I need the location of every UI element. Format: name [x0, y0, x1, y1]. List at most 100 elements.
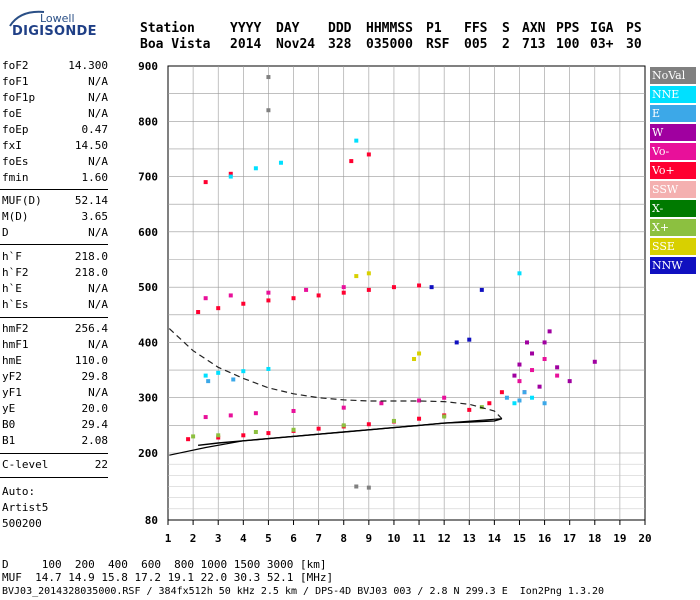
param-label: hmF2: [2, 322, 29, 335]
data-point-vo-: [228, 171, 233, 176]
param-value: 256.4: [74, 322, 108, 335]
data-point-vo-: [379, 401, 384, 406]
legend-item-nne: NNE: [650, 86, 696, 103]
ionogram-plot: 1 2 3 4 5 6 7 8 9 10 11 12 13 14 15 16 17 18 19 20802003004…: [138, 60, 652, 545]
header-station-value: Boa Vista: [140, 37, 211, 52]
header-ddd-value: 328: [328, 37, 352, 52]
param-label: foF2: [2, 59, 29, 72]
x-tick-label: 13: [463, 532, 476, 545]
header-iga-value: 03+: [590, 37, 614, 52]
param-label: foEs: [2, 155, 29, 168]
param-row: B0 29.4: [2, 417, 108, 433]
header-yyyy-value: 2014: [230, 37, 262, 52]
legend-item-vo-: Vo+: [650, 162, 696, 179]
y-tick-label: 900: [138, 60, 158, 73]
data-point-noval: [354, 484, 359, 489]
data-point-w: [555, 365, 560, 370]
header-pps-label: PPS: [556, 21, 580, 36]
param-row: yE 20.0: [2, 401, 108, 417]
data-point-x-: [341, 423, 346, 428]
param-row: foF1 N/A: [2, 74, 108, 90]
data-point-nne: [241, 369, 246, 374]
legend-item-noval: NoVal: [650, 67, 696, 84]
x-tick-label: 19: [613, 532, 626, 545]
param-row: MUF(D) 52.14: [2, 193, 108, 209]
data-point-vo-: [196, 310, 201, 315]
data-point-vo-: [203, 180, 208, 185]
data-point-vo-: [391, 285, 396, 290]
header-ps-value: 30: [626, 37, 642, 52]
data-point-x-: [391, 418, 396, 423]
auto-label: Auto:: [2, 485, 36, 498]
header-axn-value: 713: [522, 37, 546, 52]
header-day-value: Nov24: [276, 37, 316, 52]
data-point-vo-: [341, 285, 346, 290]
param-value: 22: [94, 458, 108, 471]
param-label: h`E: [2, 282, 22, 295]
header-yyyy-label: YYYY: [230, 21, 262, 36]
param-value: N/A: [88, 338, 108, 351]
param-label: C-level: [2, 458, 49, 471]
data-point-x-: [216, 433, 221, 438]
data-point-nnw: [429, 285, 434, 290]
param-value: 14.50: [74, 139, 108, 152]
data-point-nne: [354, 138, 359, 143]
data-point-vo-: [266, 290, 271, 295]
param-label: h`F: [2, 250, 22, 263]
data-point-nnw: [479, 287, 484, 292]
param-value: N/A: [88, 282, 108, 295]
param-value: 1.60: [81, 171, 109, 184]
data-point-nnw: [467, 337, 472, 342]
data-point-vo-: [228, 293, 233, 298]
param-value: 52.14: [74, 194, 108, 207]
data-point-vo-: [366, 152, 371, 157]
y-tick-label: 600: [138, 226, 158, 239]
data-point-vo-: [304, 287, 309, 292]
y-tick-label: 200: [138, 447, 158, 460]
data-point-nne: [228, 174, 233, 179]
x-tick-label: 9: [366, 532, 373, 545]
param-label: B0: [2, 418, 16, 431]
data-point-vo-: [366, 287, 371, 292]
data-point-nne: [253, 166, 258, 171]
legend-item-x-: X-: [650, 200, 696, 217]
logo-digisonde-text: DIGISONDE: [12, 24, 97, 39]
data-point-vo-: [341, 405, 346, 410]
x-tick-label: 8: [340, 532, 347, 545]
x-tick-label: 2: [190, 532, 197, 545]
x-tick-label: 5: [265, 532, 272, 545]
param-value: 218.0: [74, 250, 108, 263]
header-s-label: S: [502, 21, 510, 36]
legend-item-nnw: NNW: [650, 257, 696, 274]
data-point-w: [547, 329, 552, 334]
x-tick-label: 1: [165, 532, 172, 545]
param-row: hmF2 256.4: [2, 321, 108, 337]
x-tick-label: 15: [513, 532, 526, 545]
param-value: 2.08: [81, 434, 109, 447]
data-point-sse: [366, 271, 371, 276]
param-label: D: [2, 226, 9, 239]
legend-item-x-: X+: [650, 219, 696, 236]
param-row: C-level 22: [2, 457, 108, 473]
param-row: h`F2 218.0: [2, 265, 108, 281]
data-point-vo-: [228, 413, 233, 418]
y-tick-label: 800: [138, 115, 158, 128]
data-point-e: [542, 401, 547, 406]
data-point-x-: [253, 429, 258, 434]
data-point-vo-: [241, 433, 246, 438]
data-point-vo-: [186, 437, 191, 442]
data-point-vo-: [341, 290, 346, 295]
data-point-w: [567, 379, 572, 384]
header-p1-label: P1: [426, 21, 442, 36]
logo-lowell-text: Lowell: [40, 12, 75, 25]
data-point-w: [592, 359, 597, 364]
param-value: N/A: [88, 298, 108, 311]
data-point-vo-: [417, 398, 422, 403]
param-row: fmin 1.60: [2, 170, 108, 186]
param-row: hmF1 N/A: [2, 337, 108, 353]
x-tick-label: 4: [240, 532, 247, 545]
data-point-e: [522, 390, 527, 395]
param-value: 0.47: [81, 123, 109, 136]
header-row-1: Station YYYY DAY DDD HHMMSS P1 FFS S AXN…: [140, 21, 700, 37]
x-tick-label: 6: [290, 532, 297, 545]
